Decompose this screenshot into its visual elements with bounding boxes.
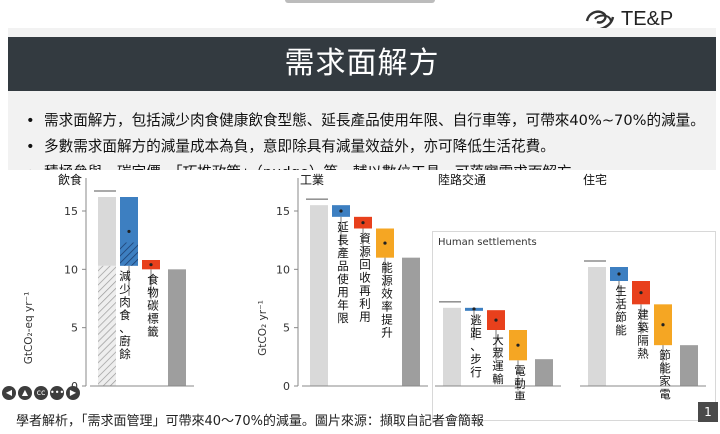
step-label: 食物碳標籤: [147, 272, 159, 338]
more-icon[interactable]: •••: [50, 386, 64, 400]
inset-title: Human settlements: [438, 237, 537, 248]
uncertainty-dot: [339, 209, 343, 213]
caption: 學者解析，「需求面管理」可帶來40～70%的減量。圖片來源：擷取自記者會簡報: [16, 414, 484, 429]
y-tick-label: 0: [283, 380, 290, 393]
uncertainty-dot: [149, 263, 153, 267]
y-tick-label: 15: [276, 205, 290, 218]
previous-icon[interactable]: ◀: [2, 386, 16, 400]
title-bar: 需求面解方: [8, 37, 716, 91]
uncertainty-dot: [472, 307, 476, 311]
bullet-icon: •: [26, 112, 35, 129]
step-label: 生活節能: [615, 284, 627, 337]
video-top-handle[interactable]: [285, 0, 435, 3]
panel-title: 工業: [300, 173, 324, 187]
uncertainty-dot: [661, 323, 665, 327]
y-tick-label: 10: [64, 263, 78, 276]
bullet-text: 需求面解方，包括減少肉食健康飲食型態、延長產品使用年限、自行車等，可帶來40%~…: [44, 112, 705, 129]
panel-title: 住宅: [583, 172, 607, 187]
uncertainty-dot: [494, 318, 498, 322]
subtitle-icon[interactable]: cc: [34, 386, 48, 400]
step-label: 逃距、步行: [470, 313, 482, 379]
result-bar: [535, 359, 553, 386]
y-tick-label: 5: [283, 322, 290, 335]
result-bar: [402, 257, 420, 386]
result-bar: [168, 269, 186, 386]
step-label: 大眾運輸: [492, 333, 504, 386]
baseline-bar: [98, 197, 116, 266]
bullet-icon: •: [26, 138, 35, 155]
step-label: 能源效率提升: [381, 261, 393, 340]
reduction-bar: [120, 197, 138, 243]
uncertainty-dot: [383, 241, 387, 245]
uncertainty-dot: [127, 229, 131, 234]
step-label: 建築隔熱: [637, 307, 649, 360]
page-number: 1: [698, 402, 718, 422]
pointer-icon[interactable]: ▲: [18, 386, 32, 400]
baseline-bar: [588, 267, 606, 386]
result-bar: [680, 345, 698, 386]
panel-title: 飲食: [58, 172, 82, 187]
uncertainty-dot: [516, 343, 520, 347]
y-tick-label: 10: [276, 263, 290, 276]
step-label: 節能家電: [659, 348, 671, 400]
step-label: 資源回收再利用: [359, 232, 371, 324]
next-icon[interactable]: ▶: [66, 386, 80, 400]
y-tick-label: 5: [71, 322, 78, 335]
uncertainty-dot: [361, 221, 365, 225]
baseline-bar: [310, 205, 328, 386]
top-strip: [0, 0, 720, 10]
bullet-item: • 需求面解方，包括減少肉食健康飲食型態、延長產品使用年限、自行車等，可帶來40%…: [22, 108, 712, 134]
bullet-text: 多數需求面解方的減量成本為負，意即除具有減量效益外，亦可降低生活花費。: [44, 138, 555, 155]
y-tick-label: 15: [64, 205, 78, 218]
bullet-item: • 多數需求面解方的減量成本為負，意即除具有減量效益外，亦可降低生活花費。: [22, 134, 712, 160]
y-axis-label: GtCO₂-eq yr⁻¹: [23, 292, 35, 365]
reduction-bar-hatched: [120, 242, 138, 266]
step-label: 延長產品使用年限: [337, 220, 349, 325]
uncertainty-dot: [639, 291, 643, 295]
slide: 需求面解方 • 需求面解方，包括減少肉食健康飲食型態、延長產品使用年限、自行車等，…: [8, 28, 718, 422]
y-axis-label: GtCO₂ yr⁻¹: [257, 300, 269, 356]
baseline-bar: [443, 307, 461, 386]
step-label: 減少肉食、廚餘: [119, 269, 131, 361]
logo: TE&P: [585, 5, 720, 33]
playback-controls: ◀ ▲ cc ••• ▶: [2, 386, 80, 402]
panel-title: 陸路交通: [438, 172, 486, 187]
baseline-bar-hatched: [98, 265, 116, 386]
logo-text: TE&P: [621, 7, 674, 30]
slide-title: 需求面解方: [284, 46, 440, 81]
step-label: 電動車: [514, 363, 526, 400]
uncertainty-dot: [617, 272, 621, 276]
